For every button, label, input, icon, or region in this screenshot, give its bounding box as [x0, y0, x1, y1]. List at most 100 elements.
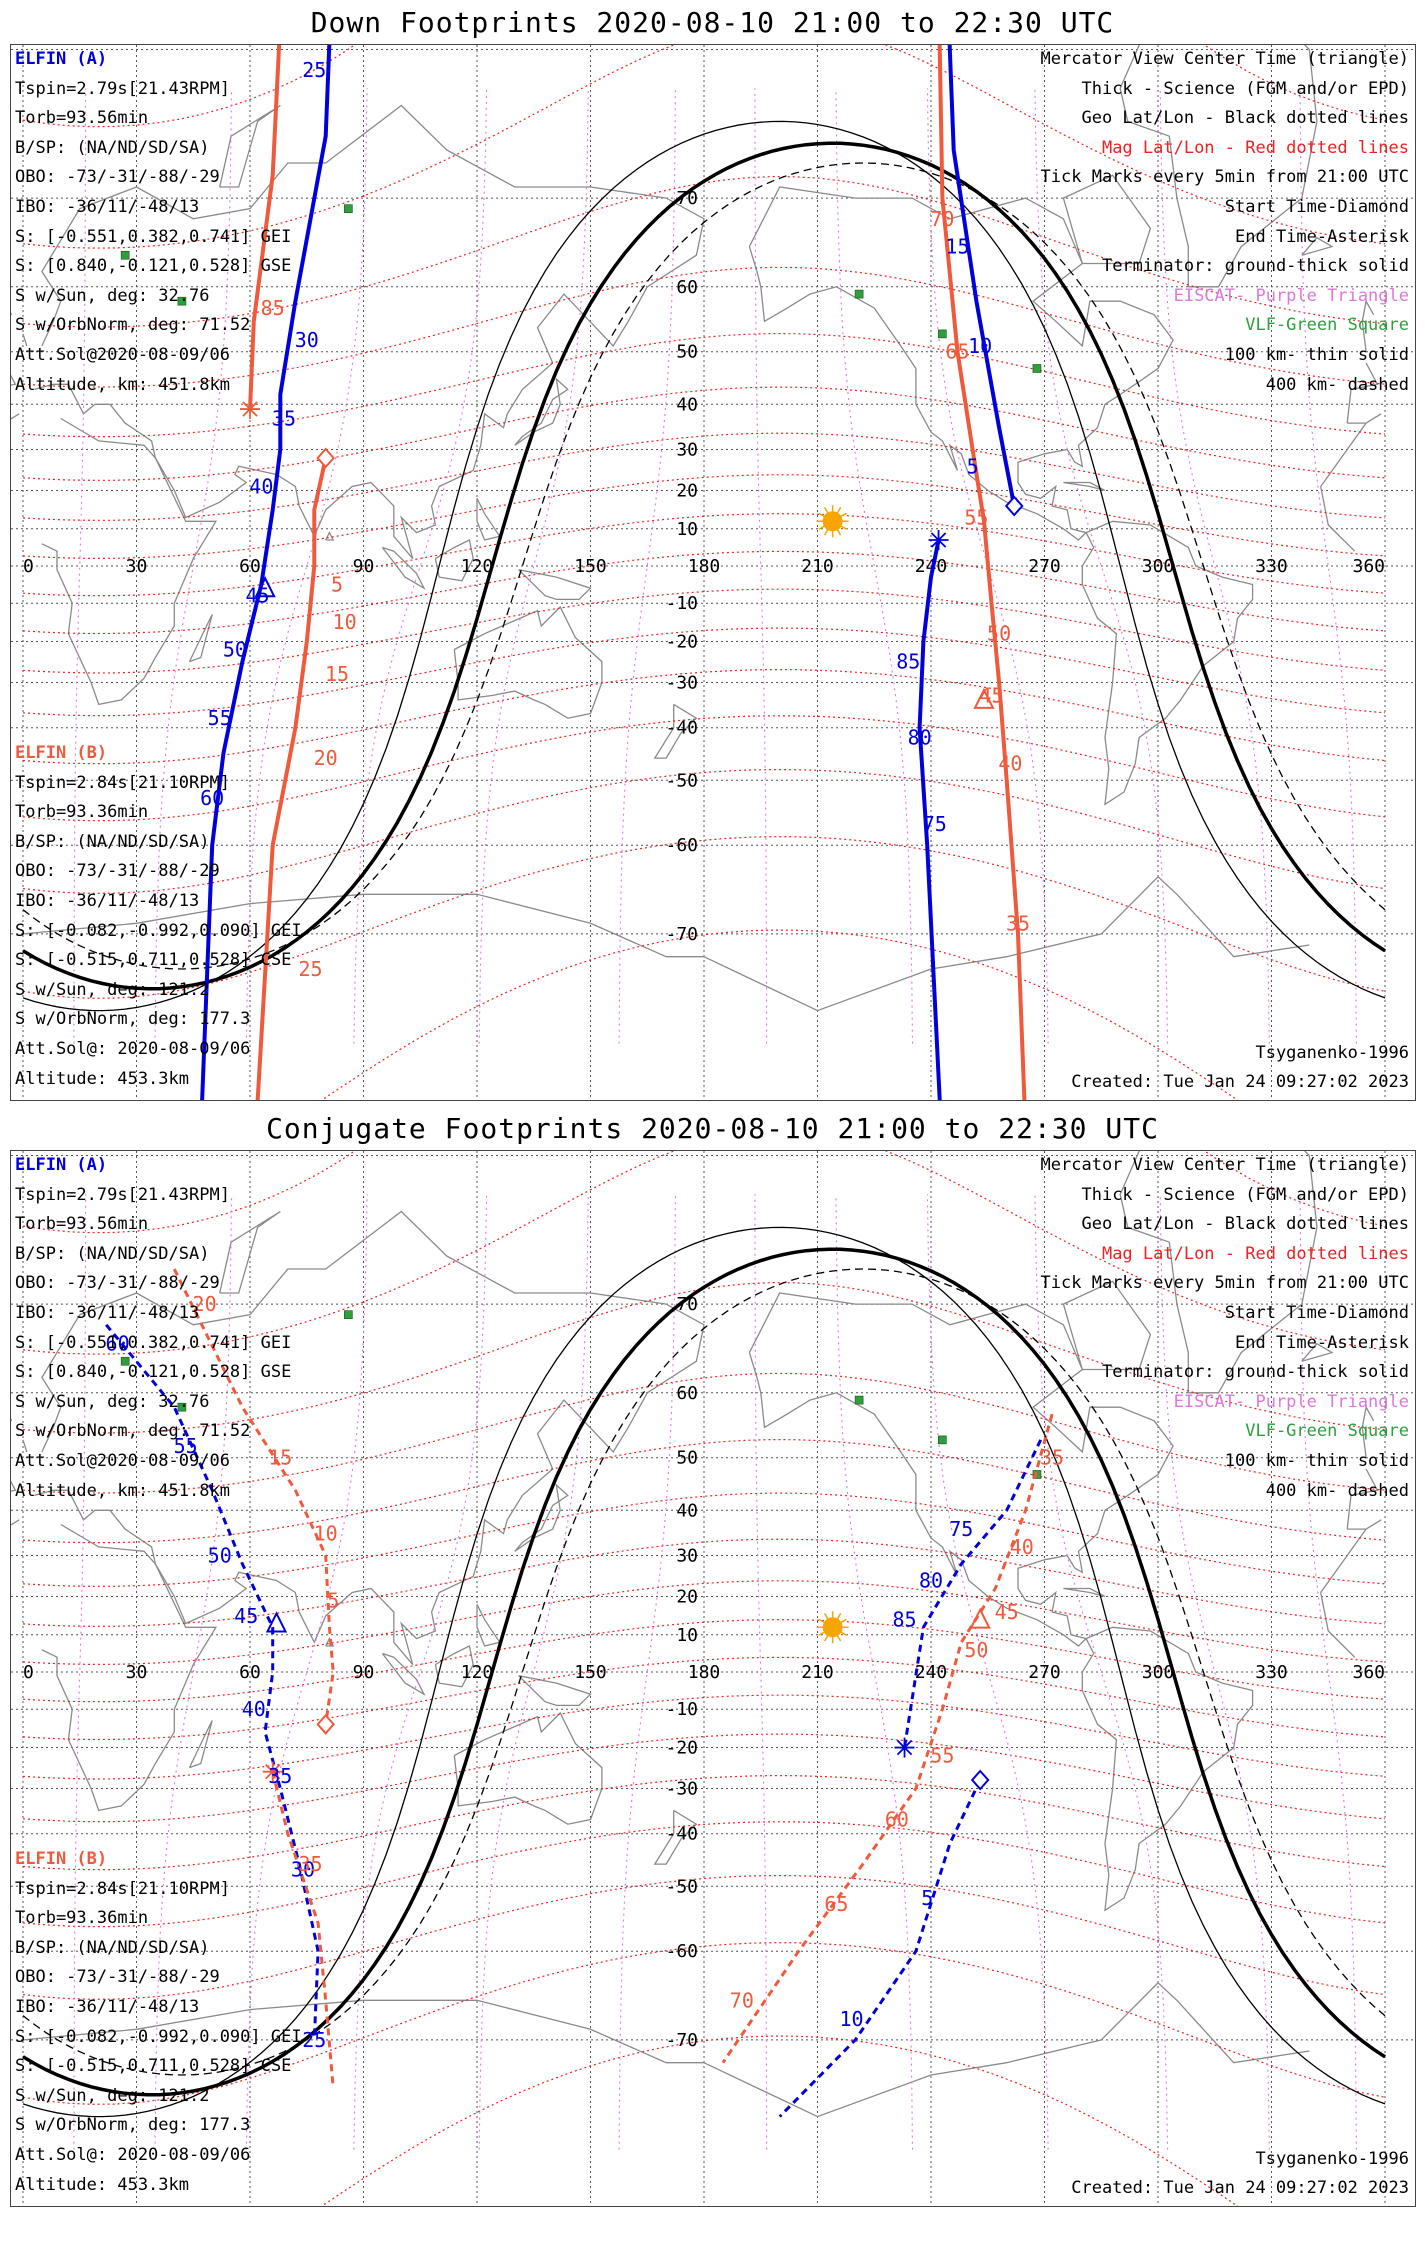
coastline — [748, 186, 1174, 541]
elfin-b-line: B/SP: (NA/ND/SD/SA) — [15, 831, 210, 852]
elfin-a-time-label: 60 — [200, 786, 224, 810]
sun-icon — [816, 1611, 849, 1644]
elfin-b-info: ELFIN (B) Tspin=2.84s[21.10RPM] Torb=93.36… — [15, 1845, 302, 2200]
elfin-b-line: S: [-0.515,0.711,0.528] CSE — [15, 2056, 292, 2077]
lat-tick-label: -70 — [665, 924, 698, 945]
legend-line: Terminator: ground-thick solid — [1101, 1362, 1409, 1383]
legend-line: 400 km- dashed — [1265, 1480, 1409, 1501]
lon-tick-label: 360 — [1352, 1662, 1385, 1683]
elfin-a-line: S w/Sun, deg: 32.76 — [15, 1391, 210, 1412]
elfin-b-line: IBO: -36/11/-48/13 — [15, 1996, 200, 2017]
elfin-a-line: S: [0.840,-0.121,0.528] GSE — [15, 256, 292, 277]
mag-latitude-line — [22, 715, 1386, 822]
coastline — [34, 104, 705, 560]
legend-line: Mercator View Center Time (triangle) — [1040, 49, 1409, 69]
elfin-a-time-label: 75 — [949, 1517, 973, 1541]
elfin-a-header: ELFIN (A) — [15, 49, 108, 69]
elfin-b-line: S w/OrbNorm, deg: 177.3 — [15, 2115, 251, 2136]
terminator-400km — [22, 1268, 1386, 2076]
mag-latitude-line — [22, 474, 1386, 560]
legend-line: VLF-Green Square — [1245, 315, 1409, 336]
coastline — [476, 498, 501, 541]
elfin-a-line: Altitude, km: 451.8km — [15, 1480, 230, 1501]
lon-tick-label: 150 — [574, 556, 607, 577]
coastline — [11, 1519, 20, 1526]
elfin-b-line: S: [-0.515,0.711,0.528] CSE — [15, 950, 292, 971]
elfin-a-time-label: 75 — [923, 812, 947, 836]
lat-tick-label: 70 — [676, 1294, 698, 1315]
vlf-square-marker — [177, 296, 187, 306]
mag-meridians — [73, 88, 1357, 1044]
mag-latitude-line — [22, 1942, 1386, 2105]
map-canvas-down: 0 30 60 90 120 150 180 210 240 270 300 330 360 70 60 50… — [11, 45, 1415, 1100]
lon-tick-label: 60 — [239, 1662, 261, 1683]
elfin-b-time-label: 40 — [998, 752, 1022, 776]
vlf-square-marker — [854, 289, 864, 299]
vlf-square-marker — [938, 1435, 947, 1445]
elfin-b-time-label: 20 — [193, 1292, 217, 1316]
legend-line: Start Time-Diamond — [1224, 1302, 1409, 1323]
elfin-a-time-label: 10 — [840, 2007, 864, 2031]
mag-latitude-line — [320, 2035, 1239, 2206]
sun-ray — [836, 507, 842, 514]
elfin-a-time-label: 5 — [967, 454, 979, 478]
continents — [11, 1151, 1382, 2118]
elfin-b-time-label: 15 — [325, 662, 349, 686]
mag-meridian-line — [926, 1194, 1049, 2150]
axis-labels: 0 30 60 90 120 150 180 210 240 270 300 330 360 70 60 50… — [23, 188, 1385, 945]
elfin-a-trace-east — [903, 1439, 1043, 1748]
lat-tick-label: 20 — [676, 1586, 698, 1607]
mag-latitude-line — [22, 332, 1386, 438]
elfin-b-time-label: 45 — [995, 1600, 1019, 1624]
coastline — [34, 1210, 705, 1666]
elfin-a-line: S w/Sun, deg: 32.76 — [15, 285, 210, 306]
elfin-b-time-label: 10 — [333, 610, 357, 634]
lat-tick-label: -50 — [665, 1876, 698, 1897]
lon-tick-label: 150 — [574, 1662, 607, 1683]
vlf-square-marker — [1032, 364, 1042, 373]
mag-latitude-line — [22, 588, 1386, 674]
legend-line: EISCAT- Purple Triangle — [1173, 285, 1409, 306]
mag-meridian-line — [154, 1194, 233, 2150]
elfin-b-time-label: 5 — [327, 1588, 339, 1612]
legend-line: Mercator View Center Time (triangle) — [1040, 1155, 1409, 1175]
sun-ray — [818, 1631, 826, 1636]
coastline — [1346, 362, 1379, 424]
triangle-marker — [973, 687, 995, 709]
mag-latitude-line — [22, 1733, 1386, 1823]
legend-line: Thick - Science (FGM and/or EPD) — [1081, 78, 1409, 99]
coastline — [1320, 1592, 1356, 1658]
elfin-a-time-label: 25 — [302, 58, 326, 82]
coastline — [518, 1675, 592, 1707]
coastline — [11, 312, 13, 316]
lon-tick-label: 0 — [23, 556, 34, 577]
elfin-a-time-label: 45 — [234, 1604, 258, 1628]
mag-latitude-line — [320, 929, 1239, 1100]
elfin-a-line: Torb=93.56min — [15, 108, 149, 129]
elfin-b-line: OBO: -73/-31/-88/-29 — [15, 861, 220, 882]
lon-tick-label: 120 — [461, 1662, 494, 1683]
elfin-b-line: S w/Sun, deg: 121.2 — [15, 2085, 210, 2106]
coastline — [219, 1210, 281, 1294]
lon-tick-label: 210 — [801, 556, 834, 577]
elfin-b-time-label: 65 — [824, 1892, 848, 1916]
coastline — [1063, 1587, 1106, 1598]
coastline — [1119, 1151, 1318, 1394]
asterisk-marker — [242, 401, 258, 417]
elfin-a-time-label: 10 — [968, 334, 992, 358]
sun-ray — [818, 512, 826, 518]
vlf-square-marker — [344, 204, 353, 213]
mag-latitude-line — [22, 1438, 1386, 1544]
elfin-a-line: OBO: -73/-31/-88/-29 — [15, 1273, 220, 1294]
elfin-b-line: Tspin=2.84s[21.10RPM] — [15, 1878, 230, 1899]
lat-tick-label: -40 — [665, 1824, 698, 1845]
trace-labels: 6055504540353025758085510201510535354045… — [106, 1292, 1065, 2052]
legend-line: Terminator: ground-thick solid — [1101, 256, 1409, 277]
sun-ray — [840, 512, 847, 518]
elfin-a-line: IBO: -36/11/-48/13 — [15, 1302, 200, 1323]
terminator-400km — [22, 162, 1386, 970]
terminator-ground — [22, 141, 1386, 991]
elfin-a-trace-west — [200, 45, 332, 1100]
lat-tick-label: -60 — [665, 1941, 698, 1962]
terminator — [22, 1226, 1386, 2118]
